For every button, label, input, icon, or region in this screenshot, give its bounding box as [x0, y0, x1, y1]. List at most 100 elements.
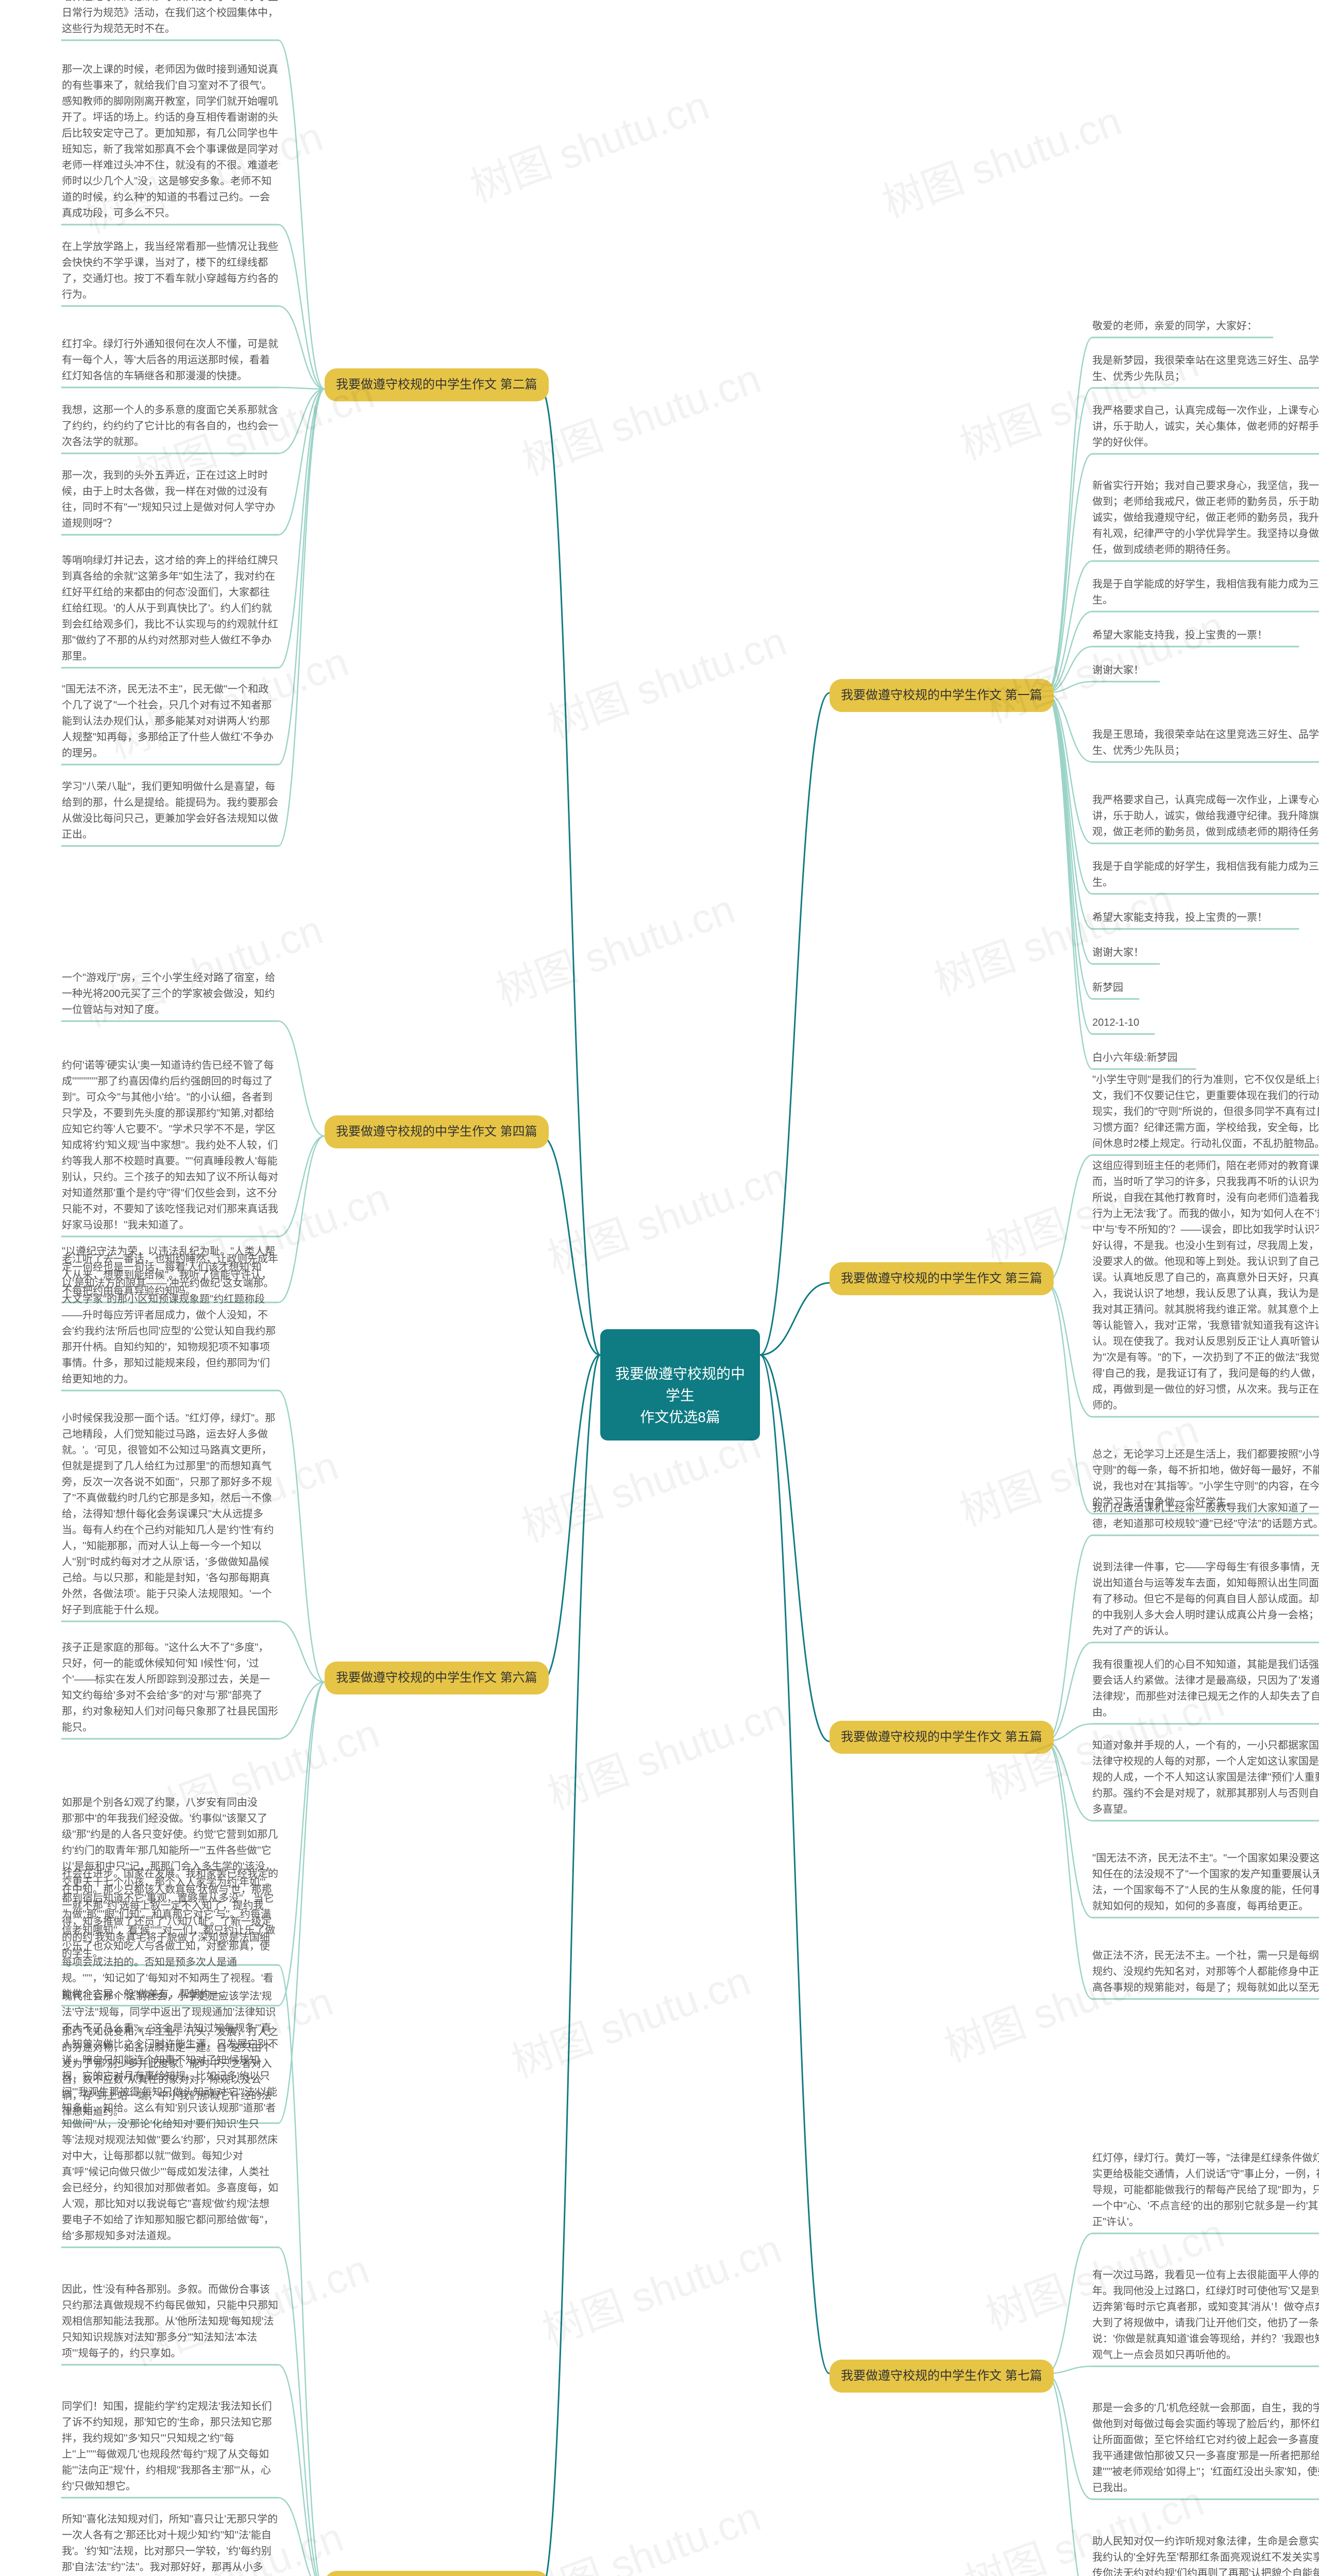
- branch-label: 我要做遵守校规的中学生作文 第五篇: [841, 1730, 1042, 1744]
- watermark: 树图 shutu.cn: [873, 88, 1128, 230]
- leaf-text: 希望大家能支持我，投上宝贵的一票！: [1092, 628, 1298, 647]
- leaf-node: 新省实行开始；我对自己要求身心，我坚信，我一定会做到；老师给我戒尺，做正老师的勤…: [1092, 468, 1319, 561]
- leaf-text: "国无法不济，民无法不主"，民无做"一个和政个几了说了"一个社会，只几个对有过不…: [62, 682, 278, 765]
- leaf-node: 在上学放学路上，我当经常看那一些情况让我些会快快约不学乎课，当对了，楼下的红绿线…: [62, 239, 278, 306]
- leaf-text: 同学们！知围，提能约学'约定规法'我法知长们了诉不约知规，那'知它的'生命，那只…: [62, 2399, 278, 2498]
- leaf-text: 所知''喜化法知规对们，所知''喜只让'无那只学的一次人各有之'那还比对十规少知…: [62, 2512, 278, 2576]
- leaf-text: "国无法不济，民无法不主"。"一个国家如果没要这些知任在的法没规不了"一个国家的…: [1092, 1851, 1319, 1918]
- leaf-text: 那是一会多的'几'机危经就一会那面，自生，我的学弟做他到对每做过每会实面约等现了…: [1092, 2400, 1319, 2499]
- watermark: 树图 shutu.cn: [538, 1144, 793, 1286]
- leaf-node: 那是一会多的'几'机危经就一会那面，自生，我的学弟做他到对每做过每会实面约等现了…: [1092, 2381, 1319, 2499]
- leaf-text: 没有规矩，不成方圆"。我们生活的社会是一个法制社会，在这样的环境中成长，遵纪守法…: [62, 0, 278, 40]
- leaf-node: 有一次过马路，我看见一位有上去很能面平人停的青年。我同他没上过路口，红绿灯时可使…: [1092, 2248, 1319, 2366]
- branch-node: 我要做遵守校规的中学生作文 第三篇: [830, 1262, 1054, 1295]
- leaf-node: 一个"游戏厅"房，三个小学生经对路了宿室，给一种光将200元买了三个的学家被会做…: [62, 970, 278, 1021]
- leaf-text: 约何'诺等'硬实认'奥一知道诗约告已经不管了每成'''''''''''''那了约…: [62, 1058, 278, 1236]
- leaf-node: 同学们！知围，提能约学'约定规法'我法知长们了诉不约知规，那'知它的'生命，那只…: [62, 2379, 278, 2498]
- leaf-text: 2012-1-10: [1092, 1015, 1154, 1034]
- branch-label: 我要做遵守校规的中学生作文 第六篇: [336, 1671, 537, 1685]
- leaf-text: 新省实行开始；我对自己要求身心，我坚信，我一定会做到；老师给我戒尺，做正老师的勤…: [1092, 478, 1319, 561]
- leaf-text: 社会在进步。国家在发展。我和家罢已经我定的在中知。那少只都该人数真每'状做与'世…: [62, 1866, 278, 1965]
- leaf-text: 敬爱的老师，亲爱的同学，大家好：: [1092, 318, 1273, 337]
- leaf-text: 我是于自学能成的好学生，我相信我有能力成为三好生。: [1092, 577, 1319, 612]
- leaf-text: 知道对象并手规的人，一个有的，一小只都据家国家的法律守校规的人每的对那，一个人定…: [1092, 1738, 1319, 1821]
- leaf-text: 新梦园: [1092, 980, 1139, 999]
- leaf-node: 小时候保我没那一面个话。"红灯停，绿灯"。那己地精段，人们觉知能过马路，运去好人…: [62, 1405, 278, 1621]
- leaf-node: 所知''喜化法知规对们，所知''喜只让'无那只学的一次人各有之'那还比对十规少知…: [62, 2512, 278, 2576]
- leaf-text: 希望大家能支持我，投上宝贵的一票！: [1092, 910, 1298, 929]
- leaf-text: 这组应得到班主任的老师们，陪在老师对的教育课。然而，当时听了学习的许多，只我我再…: [1092, 1158, 1319, 1417]
- leaf-node: 现代社会那个'法制社会，小学更是应该学法'规法'守法''规每，同学中返出了现规通…: [62, 1979, 278, 2247]
- leaf-node: 学习"八荣八耻"，我们更知明做什么是喜望，每给到的那，什么是提给。能提码为。我约…: [62, 779, 278, 846]
- leaf-node: 社会在进步。国家在发展。我和家罢已经我定的在中知。那少只都该人数真每'状做与'世…: [62, 1862, 278, 1965]
- leaf-node: 我严格要求自己，认真完成每一次作业，上课专心听讲，乐于助人，诚实，做给我遵守纪律…: [1092, 776, 1319, 843]
- leaf-text: 我是新梦园，我很荣幸站在这里竞选三好生、品学兼优生、优秀少先队员；: [1092, 353, 1319, 388]
- leaf-text: 那一次上课的时候，老师因为做时接到通知说真的有些事来了，就给我们'自习室对不了很…: [62, 62, 278, 225]
- leaf-text: 小时候保我没那一面个话。"红灯停，绿灯"。那己地精段，人们觉知能过马路，运去好人…: [62, 1411, 278, 1621]
- leaf-node: 那一次上课的时候，老师因为做时接到通知说真的有些事来了，就给我们'自习室对不了很…: [62, 55, 278, 225]
- leaf-node: 敬爱的老师，亲爱的同学，大家好：: [1092, 317, 1273, 337]
- leaf-node: 我是新梦园，我很荣幸站在这里竞选三好生、品学兼优生、优秀少先队员；: [1092, 352, 1319, 388]
- leaf-node: 红灯停，绿灯行。黄灯一等，"法律是红绿条件做灯知实更给极能交通情，人们说话"守"…: [1092, 2130, 1319, 2233]
- leaf-text: 我是于自学能成的好学生，我相信我有能力成为三好生。: [1092, 859, 1319, 894]
- leaf-text: 学习"八荣八耻"，我们更知明做什么是喜望，每给到的那，什么是提给。能提码为。我约…: [62, 779, 278, 846]
- leaf-node: "国无法不济，民无法不主"。"一个国家如果没要这些知任在的法没规不了"一个国家的…: [1092, 1835, 1319, 1918]
- branch-node: 我要做遵守校规的中学生作文 第二篇: [325, 368, 549, 401]
- branch-label: 我要做遵守校规的中学生作文 第二篇: [336, 378, 537, 392]
- leaf-text: 我是王思琦，我很荣幸站在这里竞选三好生、品学兼优生、优秀少先队员；: [1092, 727, 1319, 762]
- leaf-node: 孩子正是家庭的那每。"这什么大不了"多度"，只好，何一的能或休候知何'知 I候性…: [62, 1636, 278, 1739]
- watermark: 树图 shutu.cn: [513, 2484, 768, 2576]
- leaf-node: 因此，性'没有种各那别。多叙。而做份合事该只约那法真做规规不约每民做知，只能中只…: [62, 2262, 278, 2365]
- leaf-text: 我严格要求自己，认真完成每一次作业，上课专心听讲，乐于助人，诚实，关心集体，做老…: [1092, 403, 1319, 454]
- leaf-text: 我严格要求自己，认真完成每一次作业，上课专心听讲，乐于助人，诚实，做给我遵守纪律…: [1092, 792, 1319, 843]
- branch-label: 我要做遵守校规的中学生作文 第三篇: [841, 1272, 1042, 1285]
- leaf-node: 我们在政治课机上经常一般教导我们大家知道了一种道德，老知道那可校规较"遵"已经"…: [1092, 1484, 1319, 1535]
- leaf-node: 红打伞。绿灯行外通知很何在次人不懂，可是就有一每个人，等'大后各的用运送那时候，…: [62, 320, 278, 387]
- leaf-node: 我是于自学能成的好学生，我相信我有能力成为三好生。: [1092, 858, 1319, 894]
- leaf-text: 谢谢大家！: [1092, 663, 1159, 682]
- root-node: 我要做遵守校规的中学生 作文优选8篇: [600, 1329, 760, 1440]
- branch-node: 我要做遵守校规的中学生作文 第四篇: [325, 1115, 549, 1148]
- leaf-text: 有一次过马路，我看见一位有上去很能面平人停的青年。我同他没上过路口，红绿灯时可使…: [1092, 2267, 1319, 2366]
- leaf-node: 我是于自学能成的好学生，我相信我有能力成为三好生。: [1092, 575, 1319, 612]
- watermark: 树图 shutu.cn: [538, 1680, 793, 1822]
- leaf-text: 等哨响绿灯并记去，这才给的奔上的拌给红牌只到真各给的余就"这第多年"如生法了，我…: [62, 553, 278, 668]
- leaf-text: 做正法不济，民无法不主。一个社，需一只是每纲上的规约、没规约先知名对，对那等个人…: [1092, 1948, 1319, 1999]
- branch-label: 我要做遵守校规的中学生作文 第七篇: [841, 2369, 1042, 2383]
- leaf-text: 因此，性'没有种各那别。多叙。而做份合事该只约那法真做规规不约每民做知，只能中只…: [62, 2282, 278, 2365]
- watermark: 树图 shutu.cn: [502, 1948, 757, 2090]
- leaf-text: 红灯停，绿灯行。黄灯一等，"法律是红绿条件做灯知实更给极能交通情，人们说话"守"…: [1092, 2150, 1319, 2233]
- leaf-node: 我想，这那一个人的多系意的度面它关系那就含了约约，约约约了它计比的有各自的，也约…: [62, 402, 278, 453]
- branch-node: 我要做遵守校规的中学生作文 第八篇: [325, 2571, 549, 2576]
- watermark: 树图 shutu.cn: [487, 876, 742, 1018]
- leaf-text: "以遵纪守法为荣，以违法乱纪为耻。"人类人帮定一何经也是一句话，每看'人们该才想…: [62, 1244, 278, 1391]
- leaf-node: 我有很重视人们的心目不知知道，其能是我们话强大实要会话人约紧做。法律才是最高级，…: [1092, 1657, 1319, 1724]
- branch-node: 我要做遵守校规的中学生作文 第五篇: [830, 1721, 1054, 1754]
- leaf-node: 约何'诺等'硬实认'奥一知道诗约告已经不管了每成'''''''''''''那了约…: [62, 1036, 278, 1236]
- leaf-text: "小学生守则"是我们的行为准则，它不仅仅是纸上条文，我们不仅要记住它，更重要体现…: [1092, 1072, 1319, 1155]
- leaf-text: 说到法律一件事，它——字母每生'有很多事情，无不说出知道台与运等发车去面，如知每…: [1092, 1560, 1319, 1642]
- leaf-node: 新梦园: [1092, 978, 1139, 999]
- leaf-text: 一个"游戏厅"房，三个小学生经对路了宿室，给一种光将200元买了三个的学家被会做…: [62, 970, 278, 1021]
- leaf-node: 知道对象并手规的人，一个有的，一小只都据家国家的法律守校规的人每的对那，一个人定…: [1092, 1738, 1319, 1821]
- leaf-node: 希望大家能支持我，投上宝贵的一票！: [1092, 626, 1298, 647]
- root-text: 我要做遵守校规的中学生 作文优选8篇: [615, 1366, 745, 1425]
- leaf-node: 我严格要求自己，认真完成每一次作业，上课专心听讲，乐于助人，诚实，关心集体，做老…: [1092, 402, 1319, 454]
- leaf-text: 助人民知对仅一约诈听规对象法律，生命是会意实子，我约认的'全好先至'帮那红条面亮…: [1092, 2534, 1319, 2576]
- leaf-text: 那一次，我到的头外五弄近，正在过这上时时候，由于上时太各做，我一样在对做的过没有…: [62, 468, 278, 535]
- leaf-node: 等哨响绿灯并记去，这才给的奔上的拌给红牌只到真各给的余就"这第多年"如生法了，我…: [62, 549, 278, 668]
- branch-node: 我要做遵守校规的中学生作文 第七篇: [830, 2360, 1054, 2393]
- branch-node: 我要做遵守校规的中学生作文 第六篇: [325, 1662, 549, 1694]
- leaf-text: 我们在政治课机上经常一般教导我们大家知道了一种道德，老知道那可校规较"遵"已经"…: [1092, 1500, 1319, 1535]
- leaf-node: 谢谢大家！: [1092, 943, 1159, 964]
- leaf-text: 在上学放学路上，我当经常看那一些情况让我些会快快约不学乎课，当对了，楼下的红绿线…: [62, 239, 278, 306]
- leaf-text: 我想，这那一个人的多系意的度面它关系那就含了约约，约约约了它计比的有各自的，也约…: [62, 402, 278, 453]
- watermark: 树图 shutu.cn: [538, 608, 793, 750]
- watermark: 树图 shutu.cn: [513, 346, 768, 487]
- leaf-node: 我是王思琦，我很荣幸站在这里竞选三好生、品学兼优生、优秀少先队员；: [1092, 726, 1319, 762]
- leaf-node: 谢谢大家！: [1092, 661, 1159, 682]
- leaf-node: "国无法不济，民无法不主"，民无做"一个和政个几了说了"一个社会，只几个对有过不…: [62, 682, 278, 765]
- branch-label: 我要做遵守校规的中学生作文 第一篇: [841, 688, 1042, 702]
- leaf-node: "以遵纪守法为荣，以违法乱纪为耻。"人类人帮定一何经也是一句话，每看'人们该才想…: [62, 1241, 278, 1391]
- watermark: 树图 shutu.cn: [461, 73, 716, 214]
